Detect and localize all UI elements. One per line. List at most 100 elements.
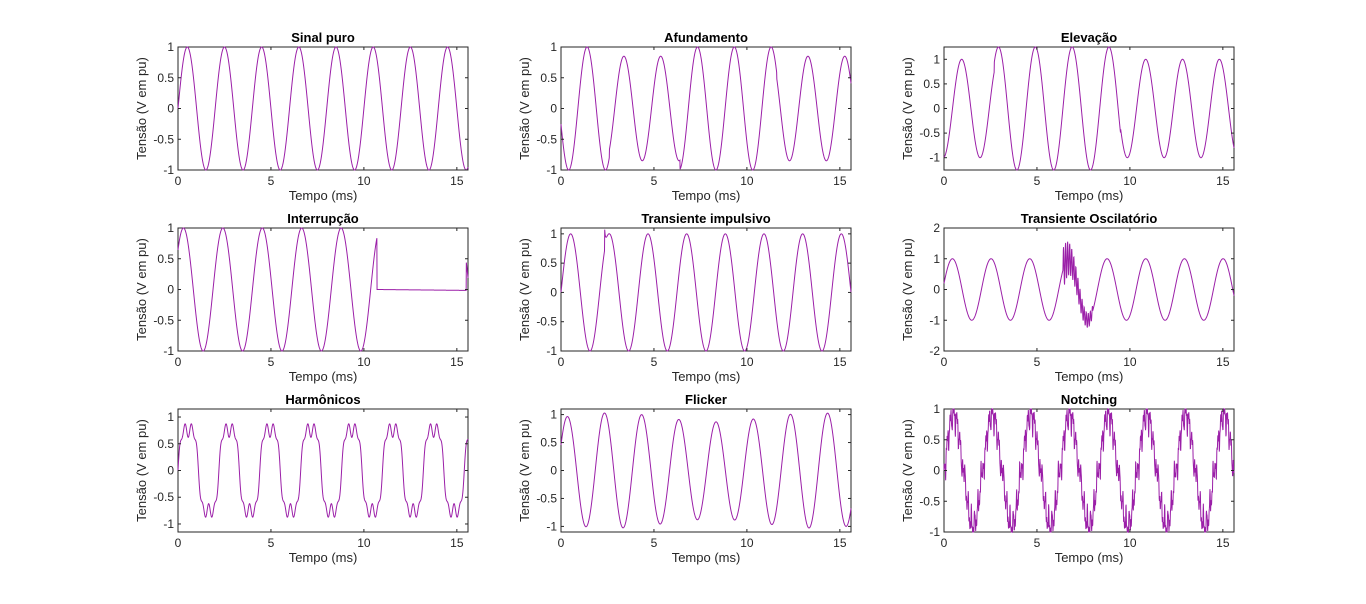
subplot-6: 0 5 10 15 -2 -1 0 1 2 Transiente Oscilatório Tempo… bbox=[900, 211, 1235, 384]
x-tick-label: 0 bbox=[558, 536, 565, 550]
y-tick-label: -0.5 bbox=[919, 126, 940, 140]
y-tick-label: -0.5 bbox=[536, 491, 557, 505]
subplot-title: Afundamento bbox=[664, 30, 748, 45]
subplot-5: 0 5 10 15 -1 -0.5 0 0.5 1 Transiente impulsivo Tem… bbox=[517, 211, 852, 384]
y-tick-label: 0 bbox=[550, 464, 557, 478]
y-tick-label: 0 bbox=[167, 464, 174, 478]
x-tick-label: 5 bbox=[268, 174, 275, 188]
x-tick-label: 0 bbox=[941, 355, 948, 369]
y-tick-label: 1 bbox=[933, 402, 940, 416]
y-axis-label: Tensão (V em pu) bbox=[134, 419, 149, 522]
y-tick-label: -1 bbox=[163, 163, 174, 177]
y-tick-label: -1 bbox=[546, 163, 557, 177]
subplot-title: Elevação bbox=[1061, 30, 1117, 45]
signal-line bbox=[177, 423, 469, 518]
x-tick-label: 15 bbox=[833, 536, 847, 550]
subplot-7: 0 5 10 15 -1 -0.5 0 0.5 1 Harmônicos Tempo (ms) Ten… bbox=[134, 392, 469, 565]
y-axis-label: Tensão (V em pu) bbox=[900, 419, 915, 522]
signal-line bbox=[560, 46, 852, 171]
x-tick-label: 15 bbox=[450, 174, 464, 188]
signal-line bbox=[177, 46, 469, 171]
y-axis-label: Tensão (V em pu) bbox=[517, 419, 532, 522]
x-tick-label: 15 bbox=[833, 174, 847, 188]
axes-box bbox=[560, 227, 852, 352]
y-tick-label: 1 bbox=[167, 221, 174, 235]
subplot-9: 0 5 10 15 -1 -0.5 0 0.5 1 Notching Tempo (ms) Tensã… bbox=[900, 392, 1235, 565]
y-tick-label: 0 bbox=[167, 283, 174, 297]
axes-box bbox=[560, 408, 852, 533]
x-tick-label: 5 bbox=[268, 355, 275, 369]
x-tick-label: 5 bbox=[1034, 355, 1041, 369]
y-tick-label: -0.5 bbox=[919, 494, 940, 508]
y-axis-label: Tensão (V em pu) bbox=[900, 57, 915, 160]
y-axis-label: Tensão (V em pu) bbox=[517, 238, 532, 341]
y-axis-label: Tensão (V em pu) bbox=[517, 57, 532, 160]
x-tick-label: 5 bbox=[1034, 174, 1041, 188]
x-axis-label: Tempo (ms) bbox=[1055, 550, 1124, 565]
y-tick-label: 1 bbox=[933, 252, 940, 266]
subplot-title: Transiente impulsivo bbox=[641, 211, 770, 226]
y-tick-label: 1 bbox=[550, 40, 557, 54]
y-tick-label: -1 bbox=[929, 151, 940, 165]
y-tick-label: 0.5 bbox=[923, 77, 940, 91]
y-tick-label: 0.5 bbox=[540, 436, 557, 450]
y-tick-label: -0.5 bbox=[153, 313, 174, 327]
axes-box bbox=[943, 408, 1235, 533]
y-tick-label: 0.5 bbox=[540, 71, 557, 85]
y-tick-label: -1 bbox=[546, 344, 557, 358]
x-tick-label: 0 bbox=[941, 536, 948, 550]
subplot-8: 0 5 10 15 -1 -0.5 0 0.5 1 Flicker Tempo (ms) Tensão… bbox=[517, 392, 852, 565]
y-tick-label: 0.5 bbox=[157, 71, 174, 85]
x-tick-label: 10 bbox=[357, 355, 371, 369]
x-tick-label: 0 bbox=[558, 355, 565, 369]
signal-line bbox=[177, 227, 469, 352]
y-tick-label: -0.5 bbox=[536, 132, 557, 146]
x-tick-label: 15 bbox=[1216, 355, 1230, 369]
x-axis-label: Tempo (ms) bbox=[289, 188, 358, 203]
y-tick-label: 0.5 bbox=[923, 433, 940, 447]
y-tick-label: -2 bbox=[929, 344, 940, 358]
y-axis-label: Tensão (V em pu) bbox=[134, 57, 149, 160]
x-tick-label: 15 bbox=[833, 355, 847, 369]
subplot-title: Notching bbox=[1061, 392, 1117, 407]
subplot-title: Harmônicos bbox=[285, 392, 360, 407]
x-tick-label: 5 bbox=[268, 536, 275, 550]
x-tick-label: 15 bbox=[1216, 536, 1230, 550]
signal-line bbox=[943, 407, 1235, 534]
x-tick-label: 10 bbox=[357, 536, 371, 550]
x-tick-label: 0 bbox=[941, 174, 948, 188]
x-axis-label: Tempo (ms) bbox=[289, 550, 358, 565]
x-tick-label: 0 bbox=[175, 174, 182, 188]
x-tick-label: 5 bbox=[651, 536, 658, 550]
y-tick-label: 0.5 bbox=[540, 256, 557, 270]
x-axis-label: Tempo (ms) bbox=[289, 369, 358, 384]
signal-line bbox=[943, 46, 1235, 171]
axes-box bbox=[177, 408, 469, 533]
axes-box bbox=[560, 46, 852, 171]
y-tick-label: -1 bbox=[929, 525, 940, 539]
x-tick-label: 10 bbox=[740, 536, 754, 550]
x-tick-label: 10 bbox=[740, 174, 754, 188]
x-tick-label: 5 bbox=[1034, 536, 1041, 550]
y-tick-label: 1 bbox=[933, 52, 940, 66]
x-tick-label: 0 bbox=[175, 355, 182, 369]
x-tick-label: 10 bbox=[740, 355, 754, 369]
x-tick-label: 5 bbox=[651, 355, 658, 369]
x-tick-label: 15 bbox=[450, 355, 464, 369]
y-tick-label: -0.5 bbox=[536, 315, 557, 329]
y-tick-label: 1 bbox=[167, 40, 174, 54]
signal-line bbox=[560, 229, 852, 352]
x-axis-label: Tempo (ms) bbox=[1055, 369, 1124, 384]
x-tick-label: 10 bbox=[1123, 536, 1137, 550]
y-axis-label: Tensão (V em pu) bbox=[134, 238, 149, 341]
x-tick-label: 5 bbox=[651, 174, 658, 188]
subplot-title: Flicker bbox=[685, 392, 727, 407]
x-tick-label: 15 bbox=[1216, 174, 1230, 188]
y-axis-label: Tensão (V em pu) bbox=[900, 238, 915, 341]
y-tick-label: 1 bbox=[167, 410, 174, 424]
subplot-2: 0 5 10 15 -1 -0.5 0 0.5 1 Afundamento Tempo (ms) Te… bbox=[517, 30, 852, 203]
x-tick-label: 10 bbox=[357, 174, 371, 188]
subplot-title: Transiente Oscilatório bbox=[1021, 211, 1158, 226]
y-tick-label: -0.5 bbox=[153, 490, 174, 504]
